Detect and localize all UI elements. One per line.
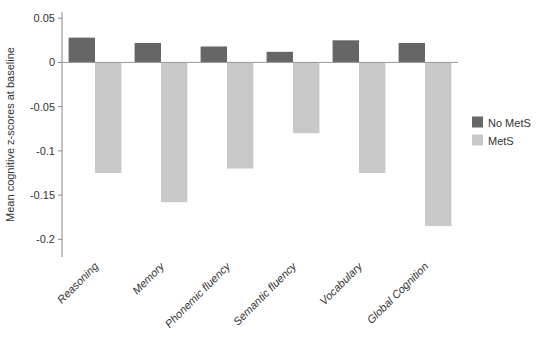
- y-tick: [58, 18, 62, 19]
- bar: [69, 38, 95, 63]
- bar: [333, 40, 359, 62]
- bar: [95, 62, 121, 173]
- y-tick-label: 0.05: [34, 12, 55, 24]
- y-tick: [58, 239, 62, 240]
- y-axis-line: [62, 12, 63, 257]
- bar: [135, 43, 161, 62]
- bar: [293, 62, 319, 133]
- x-tick-label: Phonemic fluency: [163, 259, 234, 330]
- bar: [201, 46, 227, 62]
- bars: [69, 38, 452, 226]
- x-tick-label: Semantic fluency: [231, 259, 300, 328]
- y-tick-label: -0.15: [30, 189, 55, 201]
- x-tick-label: Vocabulary: [317, 259, 365, 307]
- y-tick: [58, 150, 62, 151]
- baseline: [62, 62, 458, 63]
- legend-label: No MetS: [488, 117, 531, 129]
- y-tick: [58, 62, 62, 63]
- legend-label: MetS: [488, 135, 514, 147]
- bar: [227, 62, 253, 168]
- bar: [267, 52, 293, 63]
- y-axis: -0.2 -0.15 -0.1 -0.05 0 0.05: [30, 12, 62, 257]
- x-tick-label: Global Cognition: [364, 260, 430, 326]
- x-tick-label: Memory: [130, 259, 168, 297]
- bar: [425, 62, 451, 226]
- legend-swatch: [472, 135, 483, 146]
- y-tick: [58, 106, 62, 107]
- bar: [399, 43, 425, 62]
- x-tick-label: Reasoning: [55, 259, 101, 305]
- chart-container: -0.2 -0.15 -0.1 -0.05 0 0.05 Mean cognitive z-…: [0, 0, 542, 343]
- y-tick: [58, 195, 62, 196]
- y-tick-label: 0: [49, 56, 55, 68]
- bar: [161, 62, 187, 202]
- x-axis: Reasoning MemoryPhonemic fluencySemantic …: [55, 259, 431, 330]
- y-tick-label: -0.05: [30, 101, 55, 113]
- y-tick-label: -0.2: [36, 233, 55, 245]
- y-axis-label: Mean cognitive z-scores at baseline: [4, 47, 16, 222]
- bar: [359, 62, 385, 173]
- legend-swatch: [472, 117, 483, 128]
- chart-svg: -0.2 -0.15 -0.1 -0.05 0 0.05 Mean cognitive z-…: [0, 0, 542, 343]
- legend: No MetS MetS: [472, 117, 531, 147]
- y-tick-label: -0.1: [36, 145, 55, 157]
